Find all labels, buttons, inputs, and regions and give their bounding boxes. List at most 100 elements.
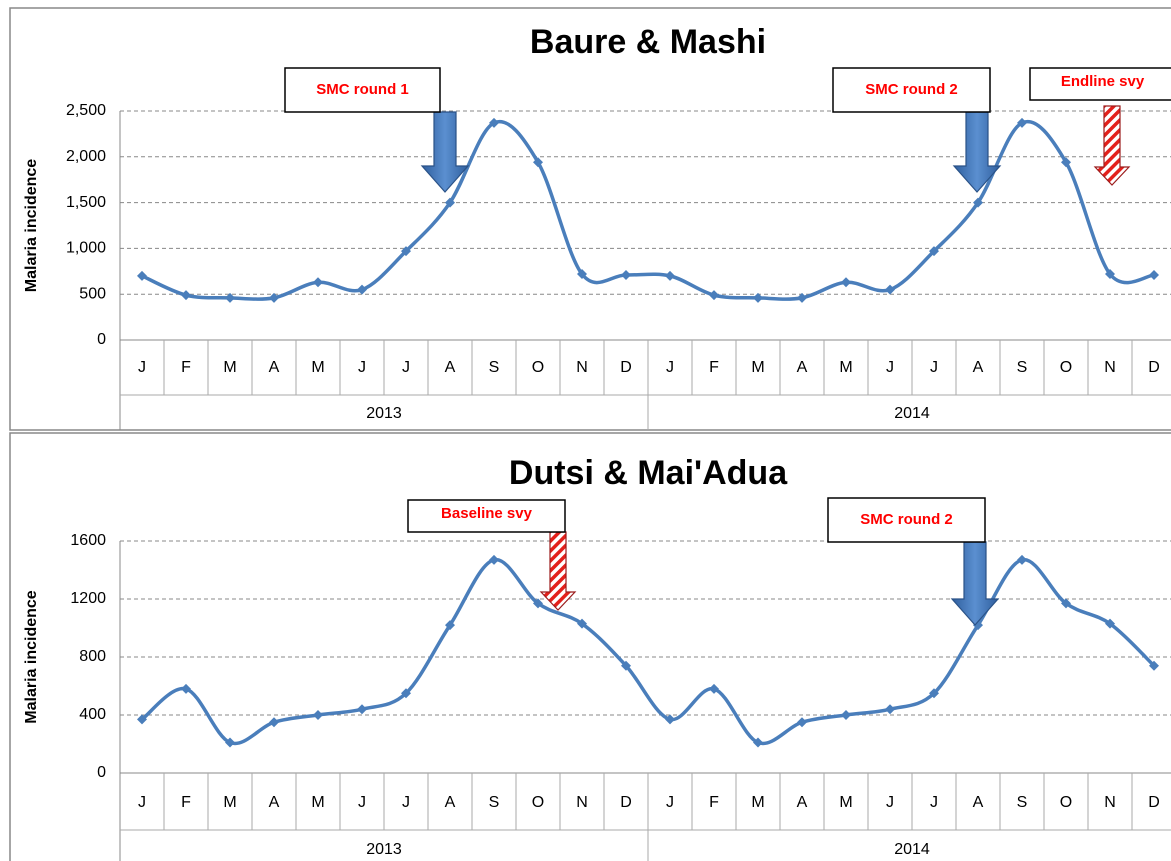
y-tick-label: 1200 [70,590,106,607]
x-tick-label: S [489,359,500,376]
data-point [929,246,939,257]
data-point [445,620,455,631]
y-tick-label: 1,500 [66,194,106,211]
x-tick-label: M [751,794,764,811]
data-point [621,269,631,280]
data-point [841,277,851,288]
data-point [1017,554,1027,565]
annotation-box [832,67,991,113]
data-point [1149,269,1159,280]
data-point [885,284,895,295]
x-tick-label: D [1148,794,1160,811]
year-label: 2014 [894,405,930,422]
x-tick-label: M [311,359,324,376]
annotation-text: Endline svy [1061,73,1145,90]
data-point [1105,269,1115,280]
data-point [973,197,983,208]
x-tick-label: O [1060,359,1072,376]
data-point [709,683,719,694]
data-point [401,688,411,699]
data-point [1061,157,1071,168]
x-tick-label: J [930,359,938,376]
x-tick-label: J [402,794,410,811]
annotation-box [1029,67,1171,101]
x-tick-label: A [269,359,280,376]
annotation-text: SMC round 2 [860,511,953,528]
y-axis-label: Malaria incidence [23,159,40,292]
data-point [225,292,235,303]
data-point [489,554,499,565]
data-point [665,270,675,281]
x-tick-label: J [402,359,410,376]
data-point [401,246,411,257]
data-point [1017,117,1027,128]
x-tick-label: F [709,359,719,376]
data-point [533,598,543,609]
x-tick-label: O [532,794,544,811]
data-point [797,717,807,728]
x-tick-label: A [269,794,280,811]
x-tick-label: J [138,794,146,811]
data-point [797,292,807,303]
y-tick-label: 0 [97,331,106,348]
data-point [841,710,851,720]
year-label: 2014 [894,841,930,858]
annotation-arrow [539,531,577,611]
data-point [1105,618,1115,629]
y-tick-label: 800 [79,648,106,665]
annotation-box [407,499,566,533]
data-point [313,277,323,288]
x-tick-label: M [839,794,852,811]
data-point [577,618,587,629]
year-label: 2013 [366,405,402,422]
data-point [181,290,191,301]
data-point [137,714,147,725]
data-point [313,710,323,720]
annotation-box [827,497,986,543]
year-label: 2013 [366,841,402,858]
y-axis-label: Malaria incidence [23,590,40,723]
data-point [357,284,367,295]
x-tick-label: F [181,359,191,376]
x-tick-label: A [973,794,984,811]
x-tick-label: A [797,794,808,811]
x-tick-label: D [620,794,632,811]
x-tick-label: J [886,794,894,811]
annotation-box [284,67,441,113]
x-tick-label: N [1104,794,1116,811]
y-tick-label: 0 [97,764,106,781]
x-tick-label: M [839,359,852,376]
x-tick-label: M [223,359,236,376]
data-point [1061,598,1071,609]
x-tick-label: D [620,359,632,376]
data-point [269,717,279,728]
y-tick-label: 2,500 [66,102,106,119]
data-point [753,292,763,303]
data-point [489,117,499,128]
annotation-text: SMC round 1 [316,81,409,98]
x-tick-label: A [797,359,808,376]
x-tick-label: O [1060,794,1072,811]
x-tick-label: J [666,794,674,811]
y-tick-label: 1600 [70,532,106,549]
data-point [357,704,367,715]
x-tick-label: A [445,359,456,376]
x-tick-label: D [1148,359,1160,376]
annotation-arrow [950,541,1000,626]
data-point [1149,660,1159,671]
data-point [181,683,191,694]
y-tick-label: 400 [79,706,106,723]
x-tick-label: J [886,359,894,376]
x-tick-label: A [445,794,456,811]
x-tick-label: S [1017,794,1028,811]
annotation-text: SMC round 2 [865,81,958,98]
y-tick-label: 500 [79,285,106,302]
data-point [445,197,455,208]
x-tick-label: J [666,359,674,376]
x-tick-label: O [532,359,544,376]
x-tick-label: S [1017,359,1028,376]
x-tick-label: F [181,794,191,811]
x-tick-label: J [138,359,146,376]
x-tick-label: N [1104,359,1116,376]
